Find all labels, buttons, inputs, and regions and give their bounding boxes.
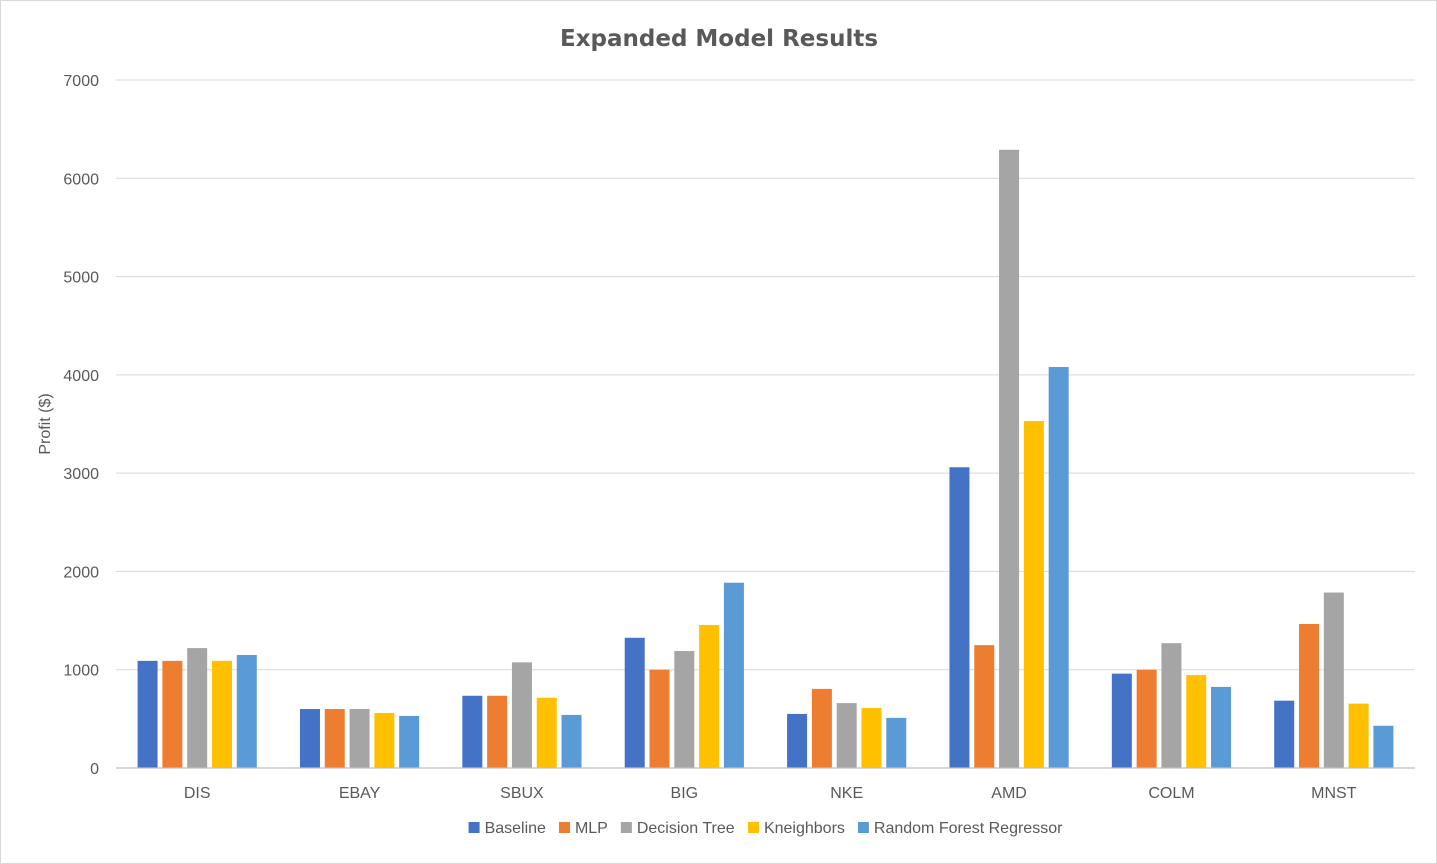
- bar-nke-decision-tree: [836, 703, 857, 768]
- legend-label: Random Forest Regressor: [874, 820, 1063, 837]
- x-tick-label: NKE: [830, 785, 863, 802]
- bar-nke-random-forest-regressor: [886, 717, 907, 768]
- bar-sbux-baseline: [462, 695, 483, 768]
- bar-big-decision-tree: [674, 651, 695, 768]
- legend-swatch: [468, 822, 480, 833]
- bar-mnst-decision-tree: [1323, 592, 1344, 768]
- y-axis-title: Profit ($): [37, 393, 54, 454]
- bar-mnst-baseline: [1274, 700, 1295, 768]
- bar-colm-random-forest-regressor: [1211, 686, 1232, 768]
- bar-big-random-forest-regressor: [723, 582, 744, 768]
- y-tick-label: 1000: [63, 663, 99, 680]
- bar-big-kneighbors: [699, 624, 720, 768]
- bar-ebay-baseline: [299, 709, 320, 768]
- legend-label: MLP: [575, 820, 608, 837]
- bar-dis-random-forest-regressor: [236, 654, 257, 768]
- x-axis-ticks: DIS EBAY SBUX BIG NKE AMD COLM MNST: [184, 785, 1357, 802]
- bar-ebay-kneighbors: [374, 712, 395, 768]
- y-tick-label: 7000: [63, 73, 99, 90]
- legend-swatch: [620, 822, 632, 833]
- bar-dis-decision-tree: [187, 648, 208, 768]
- bar-nke-baseline: [787, 713, 808, 768]
- bar-mnst-random-forest-regressor: [1373, 725, 1394, 768]
- legend-swatch: [747, 822, 759, 833]
- legend: Baseline MLP Decision Tree Kneighbors Random…: [468, 820, 1063, 837]
- legend-swatch: [558, 822, 570, 833]
- legend-label: Kneighbors: [764, 820, 845, 837]
- bar-amd-mlp: [974, 645, 995, 768]
- bar-colm-decision-tree: [1161, 643, 1182, 768]
- bar-dis-mlp: [162, 660, 183, 768]
- bar-sbux-decision-tree: [511, 662, 532, 768]
- bar-ebay-decision-tree: [349, 709, 370, 768]
- gridlines: [116, 79, 1415, 671]
- bar-amd-kneighbors: [1023, 421, 1044, 768]
- bar-amd-baseline: [949, 467, 970, 768]
- bar-colm-baseline: [1111, 673, 1132, 768]
- legend-label: Baseline: [485, 820, 546, 837]
- legend-label: Decision Tree: [637, 820, 735, 837]
- x-tick-label: MNST: [1311, 785, 1357, 802]
- bar-sbux-mlp: [487, 695, 508, 768]
- y-tick-label: 5000: [63, 270, 99, 287]
- bars: [137, 149, 1394, 769]
- x-tick-label: DIS: [184, 785, 211, 802]
- bar-sbux-random-forest-regressor: [561, 714, 582, 768]
- x-tick-label: AMD: [991, 785, 1027, 802]
- y-tick-label: 0: [90, 761, 99, 778]
- bar-nke-kneighbors: [861, 708, 882, 768]
- y-axis-ticks: 0 1000 2000 3000 4000 5000 6000 7000: [63, 73, 99, 778]
- bar-sbux-kneighbors: [536, 697, 557, 768]
- bar-colm-mlp: [1136, 669, 1157, 768]
- bar-ebay-random-forest-regressor: [399, 715, 420, 768]
- legend-swatch: [857, 822, 869, 833]
- bar-ebay-mlp: [324, 709, 345, 768]
- y-tick-label: 4000: [63, 368, 99, 385]
- bar-mnst-mlp: [1299, 624, 1320, 768]
- bar-nke-mlp: [811, 688, 832, 768]
- bar-big-mlp: [649, 669, 670, 768]
- bar-mnst-kneighbors: [1348, 703, 1369, 768]
- y-tick-label: 6000: [63, 171, 99, 188]
- bar-amd-random-forest-regressor: [1048, 366, 1069, 768]
- x-tick-label: EBAY: [339, 785, 381, 802]
- x-tick-label: BIG: [671, 785, 699, 802]
- bar-colm-kneighbors: [1186, 675, 1207, 768]
- chart-title: Expanded Model Results: [560, 26, 878, 52]
- x-tick-label: SBUX: [500, 785, 544, 802]
- bar-dis-kneighbors: [211, 660, 232, 768]
- x-tick-label: COLM: [1148, 785, 1194, 802]
- y-tick-label: 3000: [63, 466, 99, 483]
- bar-big-baseline: [624, 637, 645, 768]
- bar-dis-baseline: [137, 660, 158, 768]
- bar-amd-decision-tree: [999, 149, 1020, 769]
- y-tick-label: 2000: [63, 564, 99, 581]
